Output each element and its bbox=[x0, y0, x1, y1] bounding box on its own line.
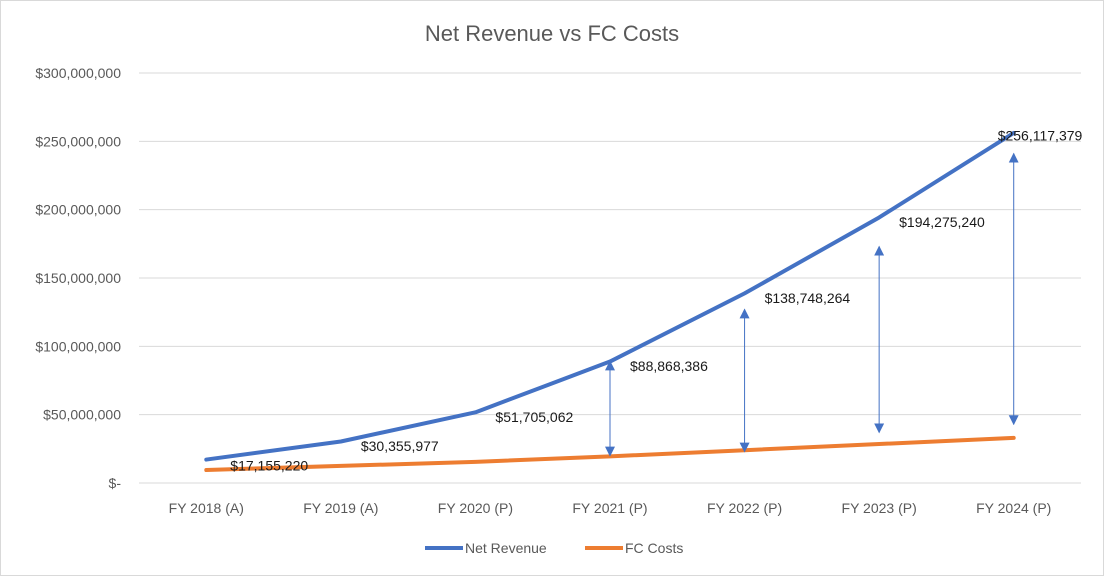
data-label-fy-2021-p: $88,868,386 bbox=[630, 358, 708, 374]
x-tick-label-fy-2018-a: FY 2018 (A) bbox=[169, 500, 244, 516]
data-label-fy-2022-p: $138,748,264 bbox=[765, 290, 851, 306]
legend: Net Revenue FC Costs bbox=[425, 540, 683, 556]
gap-arrows bbox=[605, 152, 1019, 457]
x-axis-ticks: FY 2018 (A) FY 2019 (A) FY 2020 (P) FY 2021… bbox=[169, 500, 1052, 516]
y-tick-label-5: $250,000,000 bbox=[35, 133, 121, 149]
chart-title: Net Revenue vs FC Costs bbox=[425, 21, 679, 46]
y-tick-label-6: $300,000,000 bbox=[35, 65, 121, 81]
y-tick-label-2: $100,000,000 bbox=[35, 338, 121, 354]
x-tick-label-fy-2020-p: FY 2020 (P) bbox=[438, 500, 513, 516]
gridlines bbox=[139, 72, 1081, 484]
y-axis-ticks: $- $50,000,000 $100,000,000 $150,000,000 $20… bbox=[35, 65, 121, 491]
y-tick-label-1: $50,000,000 bbox=[43, 407, 121, 423]
y-tick-label-0: $- bbox=[109, 475, 122, 491]
x-tick-label-fy-2023-p: FY 2023 (P) bbox=[842, 500, 917, 516]
data-label-fy-2018-a: $17,155,220 bbox=[230, 457, 308, 473]
data-label-fy-2023-p: $194,275,240 bbox=[899, 214, 985, 230]
x-tick-label-fy-2019-a: FY 2019 (A) bbox=[303, 500, 378, 516]
x-tick-label-fy-2024-p: FY 2024 (P) bbox=[976, 500, 1051, 516]
data-label-fy-2020-p: $51,705,062 bbox=[495, 409, 573, 425]
legend-label-net-revenue: Net Revenue bbox=[465, 540, 547, 556]
x-tick-label-fy-2022-p: FY 2022 (P) bbox=[707, 500, 782, 516]
y-tick-label-4: $200,000,000 bbox=[35, 202, 121, 218]
data-labels: $17,155,220 $30,355,977 $51,705,062 $88,868… bbox=[230, 128, 1082, 474]
data-label-fy-2019-a: $30,355,977 bbox=[361, 438, 439, 454]
data-label-fy-2024-p: $256,117,379 bbox=[998, 128, 1083, 144]
legend-label-fc-costs: FC Costs bbox=[625, 540, 683, 556]
y-tick-label-3: $150,000,000 bbox=[35, 270, 121, 286]
x-tick-label-fy-2021-p: FY 2021 (P) bbox=[572, 500, 647, 516]
